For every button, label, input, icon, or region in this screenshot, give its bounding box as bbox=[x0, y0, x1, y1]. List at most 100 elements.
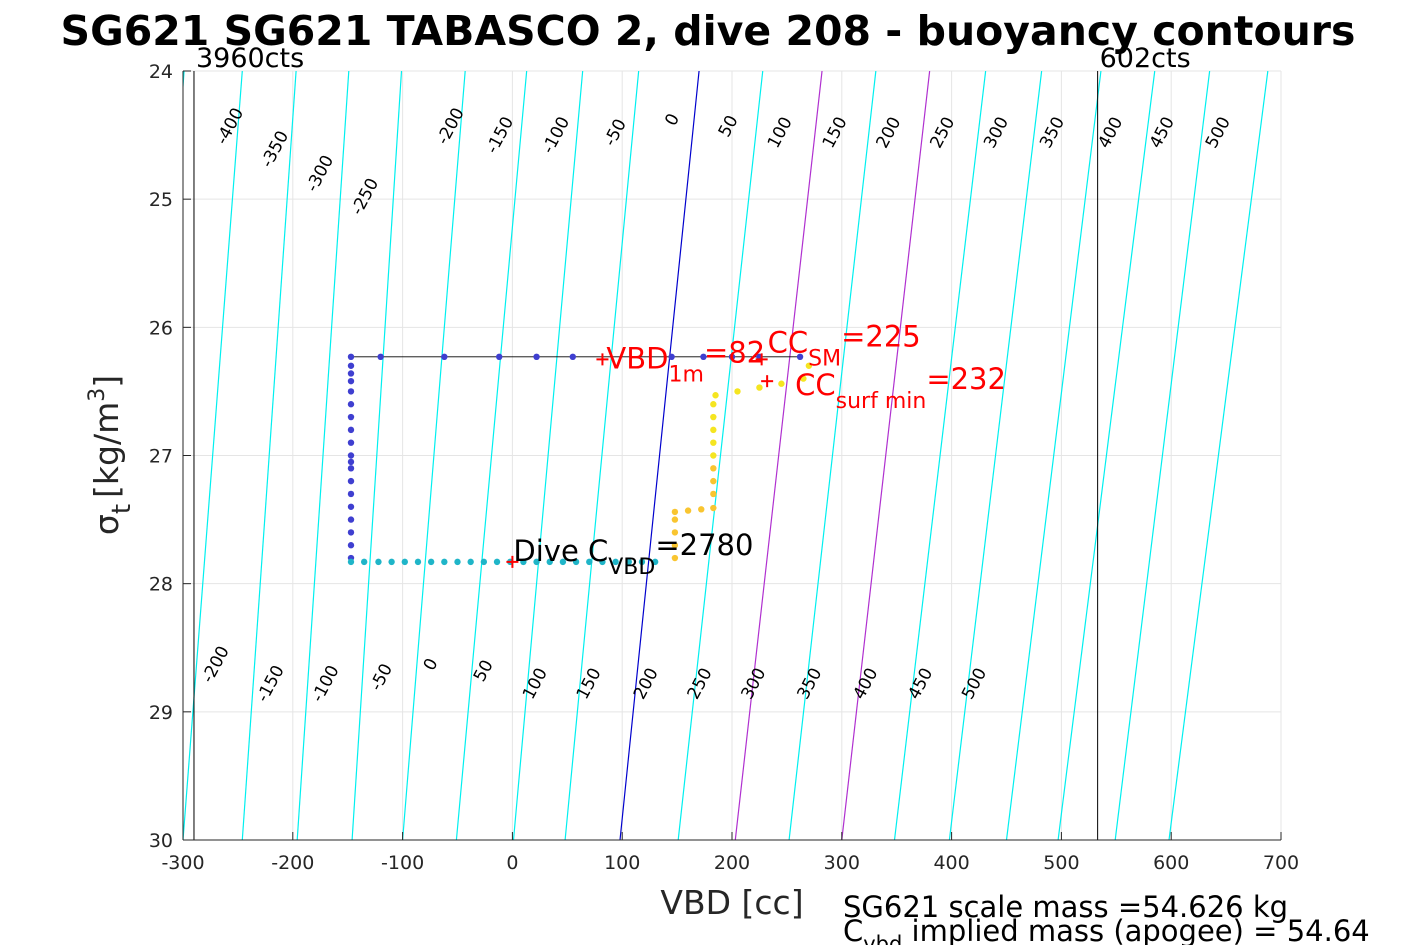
data-point bbox=[728, 353, 736, 361]
contour-label: 450 bbox=[1146, 114, 1179, 152]
grid-lines bbox=[182, 70, 1282, 841]
data-point bbox=[671, 516, 679, 523]
data-point bbox=[805, 362, 813, 369]
data-point bbox=[710, 413, 717, 421]
data-point bbox=[401, 558, 408, 566]
contour-line bbox=[351, 71, 403, 840]
axes: -300 -200 -100 0 100 200 300 400 500 600 700242526… bbox=[149, 61, 1299, 874]
contour-line bbox=[1168, 71, 1269, 840]
contour-label: 450 bbox=[904, 665, 937, 703]
contour-line bbox=[948, 71, 1043, 840]
data-point bbox=[671, 542, 679, 549]
data-point bbox=[710, 439, 717, 446]
data-point bbox=[586, 558, 593, 566]
data-point bbox=[778, 380, 785, 387]
data-point bbox=[668, 353, 675, 361]
contour-label: 50 bbox=[715, 112, 743, 140]
data-point bbox=[546, 558, 553, 566]
data-point bbox=[712, 392, 719, 399]
x-tick-label: 300 bbox=[824, 852, 860, 874]
annotation-subscript: SM bbox=[808, 346, 841, 371]
y-tick-label: 25 bbox=[149, 189, 173, 211]
data-point bbox=[533, 353, 540, 361]
contour-label: 500 bbox=[1202, 114, 1235, 152]
data-point bbox=[467, 558, 474, 566]
data-point bbox=[599, 558, 606, 566]
contour-line bbox=[512, 71, 584, 840]
y-axis-label-superscript: 3 bbox=[85, 388, 110, 402]
annotation-main: Dive C bbox=[513, 534, 608, 568]
data-point bbox=[347, 458, 355, 466]
contour-label: -50 bbox=[600, 116, 631, 150]
y-axis-label-close: ] bbox=[87, 375, 126, 388]
annotation-main: CC bbox=[795, 368, 836, 402]
contour-label: -400 bbox=[212, 105, 248, 148]
x-tick-label: 200 bbox=[714, 852, 750, 874]
footer-implied-mass-text: implied mass (apogee) = 54.64 bbox=[902, 914, 1369, 945]
footer-implied-mass: Cvbd implied mass (apogee) = 54.64 bbox=[843, 914, 1370, 945]
data-point bbox=[347, 439, 355, 446]
annotation-label: CCsurf min=232 bbox=[795, 362, 1006, 414]
contour-label: 250 bbox=[684, 665, 717, 703]
contour-line bbox=[402, 71, 466, 840]
vbd-limit-lines: 3960cts 602cts bbox=[193, 43, 1191, 840]
contour-label: -200 bbox=[198, 643, 234, 686]
data-point bbox=[347, 465, 355, 472]
x-tick-label: 100 bbox=[604, 852, 640, 874]
footer-cvbd-subscript: vbd bbox=[863, 932, 902, 945]
contour-label: 100 bbox=[764, 114, 797, 152]
x-tick-label: -100 bbox=[381, 852, 424, 874]
contour-line bbox=[619, 71, 700, 840]
contour-label: 400 bbox=[849, 665, 882, 703]
contour-line bbox=[841, 71, 931, 840]
data-point bbox=[377, 353, 384, 361]
annotation-subscript: surf min bbox=[836, 389, 927, 414]
data-point bbox=[493, 558, 501, 566]
data-point bbox=[347, 362, 355, 369]
data-point bbox=[496, 353, 503, 361]
annotation-value: =232 bbox=[926, 362, 1006, 396]
y-axis-label-subscript: t bbox=[107, 504, 137, 514]
data-point bbox=[347, 516, 355, 523]
data-point bbox=[360, 558, 368, 566]
data-point bbox=[800, 375, 807, 382]
data-point bbox=[347, 452, 355, 459]
contour-label: 200 bbox=[873, 114, 906, 152]
data-point bbox=[441, 353, 448, 361]
contour-line bbox=[677, 71, 764, 840]
data-point bbox=[375, 558, 382, 566]
x-axis-label: VBD [cc] bbox=[660, 883, 803, 922]
contour-line bbox=[893, 71, 987, 840]
data-point bbox=[612, 558, 619, 566]
annotation-value: =82 bbox=[704, 335, 765, 369]
data-point bbox=[480, 558, 488, 566]
data-point bbox=[441, 558, 448, 566]
data-point bbox=[684, 507, 692, 514]
x-tick-label: 0 bbox=[506, 852, 518, 874]
contour-label: 300 bbox=[980, 114, 1013, 152]
contour-label: -100 bbox=[538, 114, 574, 157]
y-tick-label: 29 bbox=[149, 702, 173, 724]
data-point bbox=[533, 558, 540, 566]
contour-label: -200 bbox=[433, 105, 469, 148]
data-point bbox=[710, 504, 717, 512]
data-point bbox=[388, 558, 395, 566]
data-point bbox=[347, 477, 355, 485]
footer-cvbd-symbol: C bbox=[843, 914, 863, 945]
contour-label: 0 bbox=[420, 655, 443, 674]
y-tick-label: 28 bbox=[149, 574, 173, 596]
annotation-label: VBD1m=82 bbox=[606, 335, 765, 387]
contour-line bbox=[455, 71, 528, 840]
y-axis-label-unit: [kg/m bbox=[87, 402, 126, 498]
y-tick-label: 30 bbox=[149, 830, 173, 852]
data-point bbox=[698, 506, 705, 513]
data-point bbox=[347, 413, 355, 421]
data-point bbox=[671, 508, 679, 516]
contour-line bbox=[734, 71, 823, 840]
annotation-main: VBD bbox=[606, 341, 668, 375]
data-point bbox=[710, 426, 717, 434]
data-point bbox=[671, 529, 679, 536]
annotation-label: CCSM=225 bbox=[768, 319, 921, 371]
data-point bbox=[710, 452, 717, 459]
contour-label: 100 bbox=[519, 665, 552, 703]
